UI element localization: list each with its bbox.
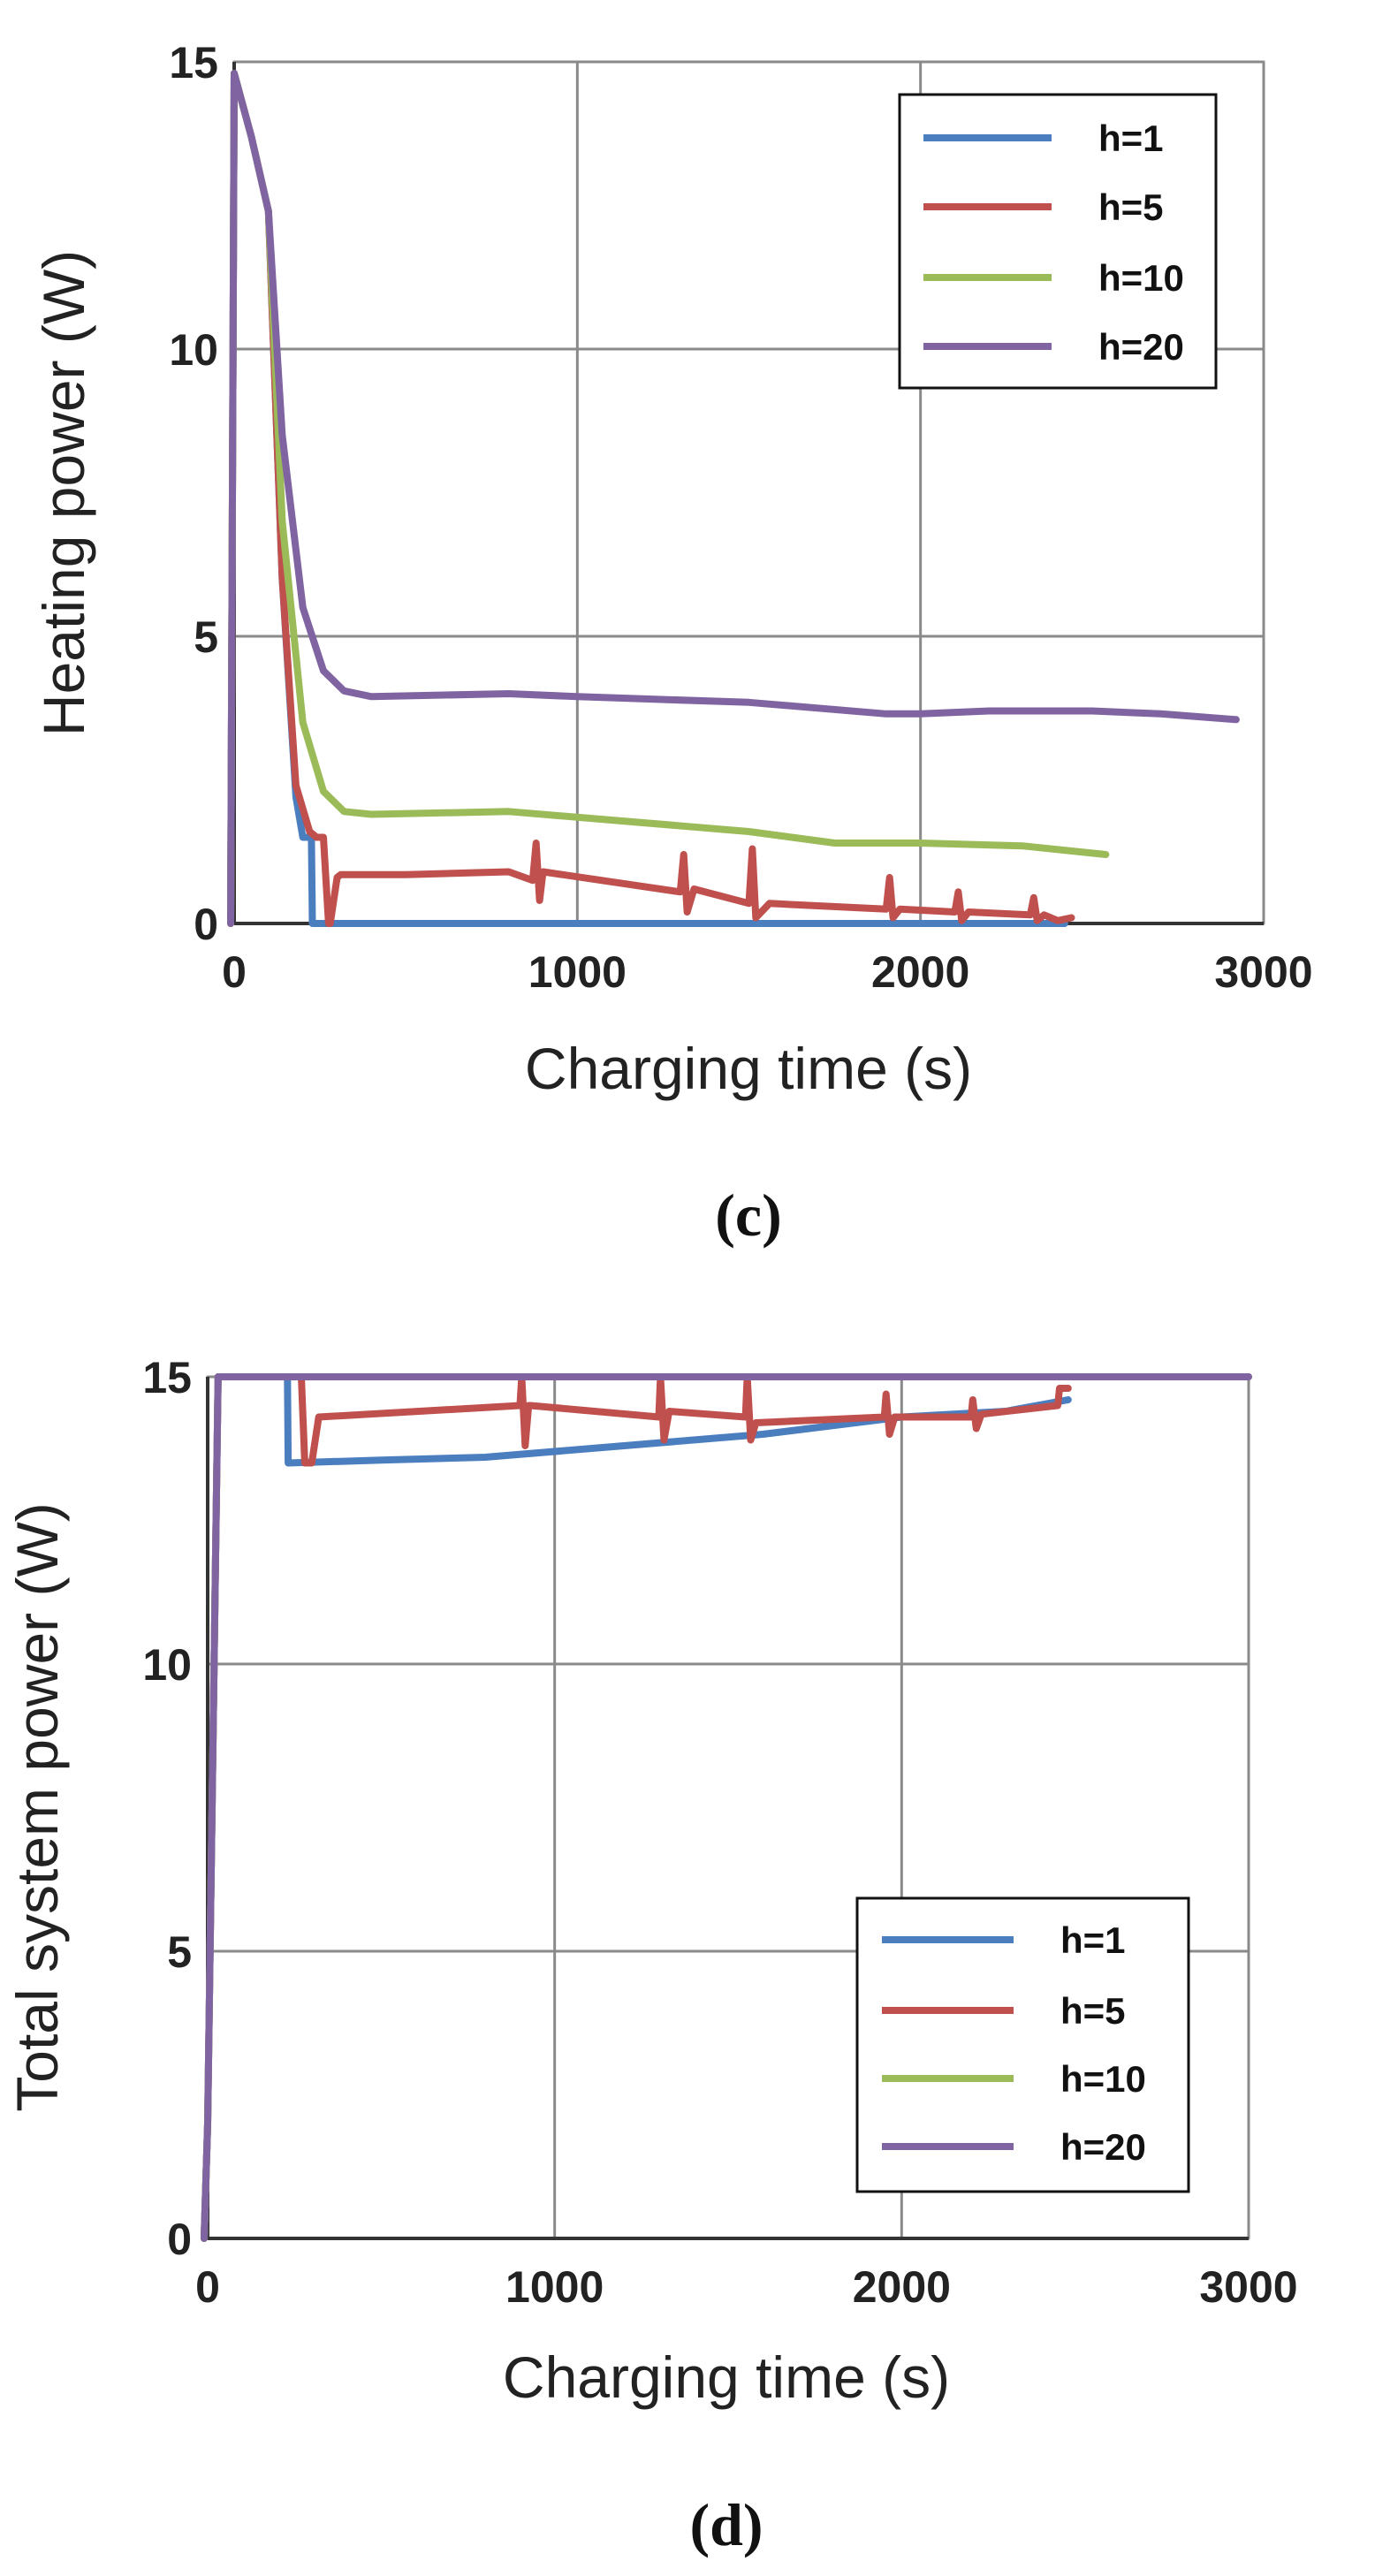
chart-panel-c: 0 1000 2000 3000 0 5 10 15 Charging time (s) He…: [31, 38, 1313, 1249]
y-tick-label-d-0: 0: [167, 2215, 192, 2264]
x-tick-label-d-1: 1000: [505, 2262, 604, 2312]
series-line-c-h20: [227, 70, 1240, 927]
y-tick-label-c-1: 5: [194, 612, 218, 662]
x-tick-label-c-1: 1000: [528, 947, 627, 997]
x-tick-label-c-3: 3000: [1214, 947, 1312, 997]
legend-label-c-h20: h=20: [1098, 326, 1184, 368]
panel-label-c: (c): [715, 1182, 781, 1249]
tick-labels-d: 0 1000 2000 3000 0 5 10 15: [142, 1353, 1297, 2312]
series-line-d-h20: [201, 1373, 1252, 2242]
y-tick-label-d-3: 15: [142, 1353, 192, 1402]
y-tick-label-d-1: 5: [167, 1927, 192, 1977]
series-group-d: [201, 1373, 1252, 2242]
x-tick-label-c-0: 0: [222, 947, 247, 997]
legend-label-d-h5: h=5: [1060, 1990, 1126, 2032]
chart-panel-d: 0 1000 2000 3000 0 5 10 15 Charging time (s) To…: [4, 1353, 1298, 2558]
y-tick-label-c-2: 10: [169, 325, 218, 375]
x-tick-label-d-3: 3000: [1199, 2262, 1297, 2312]
legend-label-c-h1: h=1: [1098, 118, 1164, 159]
x-axis-title-c: Charging time (s): [525, 1036, 972, 1101]
legend-box-c: [898, 93, 1218, 390]
panel-label-d: (d): [689, 2491, 763, 2558]
legend-label-d-h20: h=20: [1060, 2126, 1146, 2168]
legend-box-d: [855, 1896, 1190, 2193]
series-group-c: [227, 70, 1240, 927]
legend-label-d-h1: h=1: [1060, 1919, 1126, 1961]
legend-c: h=1 h=5 h=10 h=20: [898, 93, 1218, 390]
legend-d: h=1 h=5 h=10 h=20: [855, 1896, 1190, 2193]
legend-label-c-h10: h=10: [1098, 257, 1184, 299]
x-tick-label-c-2: 2000: [871, 947, 969, 997]
legend-label-d-h10: h=10: [1060, 2058, 1146, 2100]
x-axis-title-d: Charging time (s): [503, 2344, 950, 2410]
series-line-c-h5: [227, 70, 1075, 927]
y-tick-label-c-0: 0: [194, 900, 218, 949]
y-tick-label-d-2: 10: [142, 1640, 192, 1690]
y-axis-title-d: Total system power (W): [4, 1502, 70, 2111]
tick-labels-c: 0 1000 2000 3000 0 5 10 15: [169, 38, 1312, 997]
x-tick-label-d-2: 2000: [853, 2262, 951, 2312]
x-tick-label-d-0: 0: [195, 2262, 220, 2312]
series-line-d-h5: [201, 1373, 1072, 2242]
legend-label-c-h5: h=5: [1098, 186, 1164, 228]
y-tick-label-c-3: 15: [169, 38, 218, 87]
y-axis-title-c: Heating power (W): [31, 250, 96, 736]
